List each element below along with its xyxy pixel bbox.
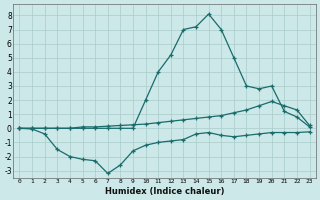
X-axis label: Humidex (Indice chaleur): Humidex (Indice chaleur) (105, 187, 224, 196)
